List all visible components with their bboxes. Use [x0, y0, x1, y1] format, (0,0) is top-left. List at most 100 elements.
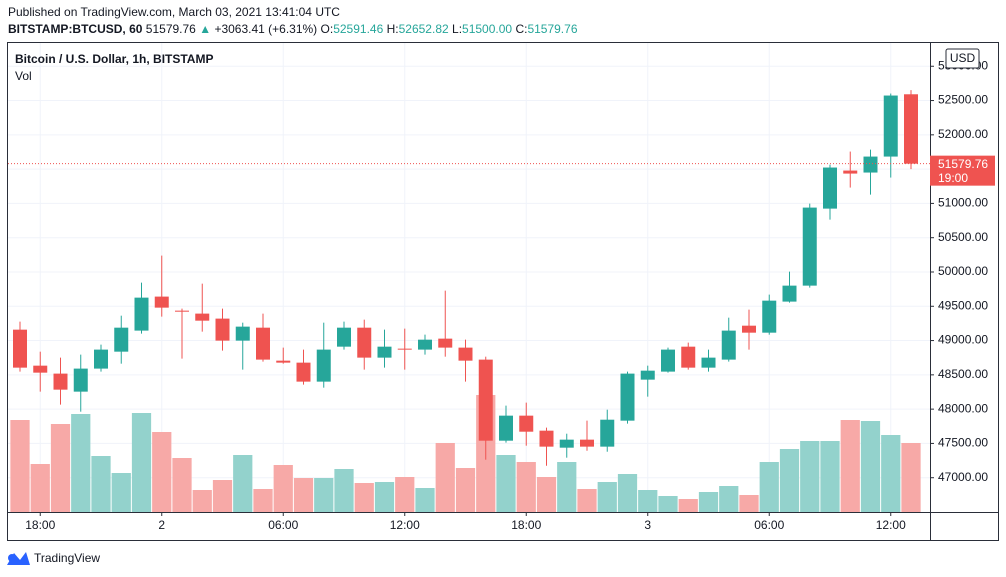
candle-body: [782, 285, 797, 302]
candle-body: [559, 439, 574, 448]
y-tick-label: 51000.00: [938, 196, 988, 210]
y-tick-label: 47000.00: [938, 470, 988, 484]
candle-body: [235, 326, 250, 341]
candle-body: [681, 346, 696, 368]
volume-bar: [577, 489, 597, 512]
candle-body: [600, 419, 615, 447]
quote-line: BITSTAMP:BTCUSD, 60 51579.76 ▲ +3063.41 …: [8, 22, 578, 36]
grid: [8, 43, 930, 512]
x-tick-label: 06:00: [268, 518, 298, 532]
candle-body: [823, 167, 837, 209]
candle-body: [843, 170, 858, 174]
candle-body: [762, 300, 777, 333]
chart-frame: [7, 42, 999, 541]
countdown-label: 19:00: [938, 171, 968, 185]
volume-bar: [435, 443, 455, 512]
volume-bar: [698, 492, 719, 512]
candle-body: [742, 325, 756, 333]
candles: [8, 90, 930, 466]
currency[interactable]: USD: [950, 51, 976, 65]
currency-box[interactable]: [945, 48, 980, 69]
volume-bar: [516, 462, 536, 512]
volume-label: Vol: [15, 69, 32, 83]
x-tick-label: 12:00: [876, 518, 906, 532]
volume-bar: [496, 455, 516, 512]
volume-bar: [678, 499, 698, 512]
candle-body: [438, 338, 453, 348]
volume-bar: [253, 489, 273, 512]
change-arrow: ▲: [199, 22, 212, 36]
y-tick-label: 49500.00: [938, 298, 988, 312]
last-price-box: [930, 155, 995, 186]
volume-bar: [759, 462, 779, 512]
volume-bar: [719, 486, 739, 512]
y-tick-label: 50500.00: [938, 230, 988, 244]
volume-bar: [10, 420, 30, 512]
candle-body: [904, 94, 918, 164]
volume-bar: [233, 455, 253, 512]
quote-label: L:: [452, 22, 463, 36]
candle-body: [296, 362, 311, 382]
price-axis: 47000.00 47500.00 48000.00 48500.00 49000.00…: [930, 58, 995, 484]
candle-body: [499, 415, 513, 441]
volume-bar: [881, 435, 901, 512]
y-tick-label: 47500.00: [938, 436, 988, 450]
volume-bar: [354, 483, 374, 512]
volume-bar: [212, 480, 233, 512]
volume-bar: [597, 482, 617, 512]
quote-value: 51579.76: [527, 22, 578, 36]
x-tick-label: 2: [158, 518, 165, 532]
candle-body: [458, 347, 473, 361]
quote-label: H:: [386, 22, 399, 36]
footer-logo: TradingView: [7, 551, 100, 565]
y-tick-label: 49000.00: [938, 333, 988, 347]
volume-bar: [557, 462, 577, 512]
x-tick-label: 3: [644, 518, 651, 532]
volume-bar: [739, 495, 759, 512]
candle-body: [175, 310, 189, 312]
volume-bar: [820, 441, 840, 512]
candle-body: [94, 349, 108, 369]
volume-bar: [617, 474, 638, 512]
candle-body: [33, 365, 48, 373]
candle-body: [397, 348, 412, 350]
volume-bar: [30, 464, 50, 512]
volume-bar: [638, 490, 658, 512]
change: +3063.41 (+6.31%): [214, 22, 318, 36]
candle-body: [195, 313, 210, 321]
x-tick-label: 18:00: [511, 518, 541, 532]
candle-body: [640, 370, 655, 380]
candle-body: [215, 318, 230, 341]
published-line: Published on TradingView.com, March 03, …: [8, 5, 340, 19]
candle-body: [418, 339, 432, 350]
volume-bar: [800, 441, 820, 512]
quote-value: 51500.00: [462, 22, 513, 36]
logo-shape: [7, 552, 30, 565]
volume-bar: [273, 465, 293, 512]
candle-body: [580, 439, 594, 447]
volume-bar: [192, 490, 212, 512]
volume-bar: [293, 478, 314, 512]
volume-bar: [860, 421, 881, 512]
candle-body: [337, 327, 351, 347]
candle-body: [73, 368, 88, 392]
candle-body: [661, 349, 675, 372]
candle-body: [883, 95, 898, 157]
candle-body: [701, 357, 716, 368]
volume-bar: [658, 496, 678, 512]
quote-label: O:: [320, 22, 334, 36]
y-tick-label: 52000.00: [938, 127, 988, 141]
candle-body: [256, 327, 270, 360]
quote-value: 52591.46: [333, 22, 384, 36]
quote-label: C:: [515, 22, 528, 36]
chart-title: Bitcoin / U.S. Dollar, 1h, BITSTAMP: [15, 52, 213, 66]
candle-body: [134, 297, 149, 331]
candle-body: [377, 346, 392, 358]
volume-bar: [901, 443, 921, 512]
x-tick-label: 06:00: [754, 518, 784, 532]
volume-bar: [415, 488, 435, 512]
volume-bar: [314, 478, 334, 512]
volume-bar: [50, 424, 71, 512]
volume-bar: [111, 473, 131, 512]
